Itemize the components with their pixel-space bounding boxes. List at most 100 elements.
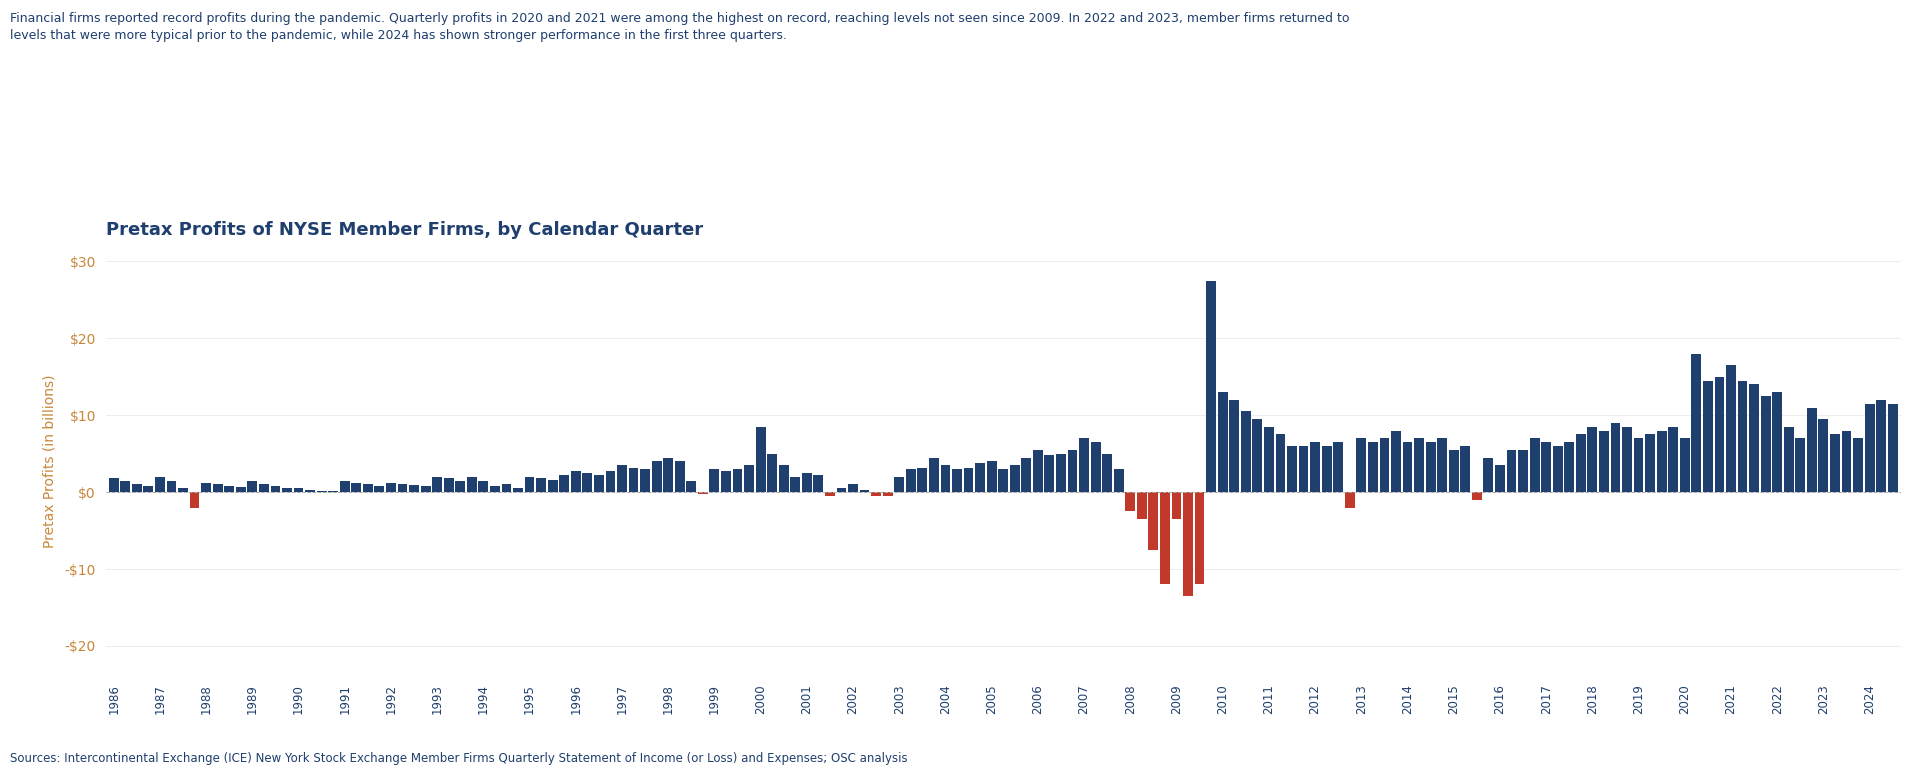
Bar bbox=[340, 481, 349, 492]
Bar bbox=[1738, 381, 1747, 492]
Bar bbox=[593, 475, 603, 492]
Bar bbox=[1715, 377, 1724, 492]
Bar bbox=[1645, 434, 1655, 492]
Bar bbox=[1160, 492, 1169, 584]
Bar bbox=[964, 468, 973, 492]
Bar bbox=[1332, 442, 1344, 492]
Bar bbox=[1657, 431, 1667, 492]
Bar bbox=[248, 481, 257, 492]
Bar bbox=[674, 461, 685, 492]
Bar bbox=[1553, 446, 1563, 492]
Bar bbox=[1263, 427, 1273, 492]
Bar bbox=[467, 477, 476, 492]
Bar bbox=[918, 468, 927, 492]
Bar bbox=[814, 475, 824, 492]
Bar bbox=[109, 478, 119, 492]
Bar bbox=[1286, 446, 1296, 492]
Bar bbox=[1367, 442, 1379, 492]
Bar bbox=[305, 490, 315, 492]
Bar bbox=[455, 481, 465, 492]
Bar bbox=[860, 490, 870, 492]
Y-axis label: Pretax Profits (in billions): Pretax Profits (in billions) bbox=[42, 375, 56, 548]
Bar bbox=[1542, 442, 1551, 492]
Bar bbox=[952, 469, 962, 492]
Bar bbox=[1830, 434, 1839, 492]
Bar bbox=[478, 481, 488, 492]
Bar bbox=[1206, 281, 1215, 492]
Bar bbox=[271, 486, 280, 492]
Bar bbox=[317, 491, 326, 492]
Bar bbox=[1530, 438, 1540, 492]
Bar bbox=[282, 488, 292, 492]
Bar bbox=[167, 481, 177, 492]
Bar bbox=[662, 458, 674, 492]
Bar bbox=[1473, 492, 1482, 500]
Bar bbox=[501, 484, 511, 492]
Text: Pretax Profits of NYSE Member Firms, by Calendar Quarter: Pretax Profits of NYSE Member Firms, by … bbox=[106, 221, 703, 239]
Bar bbox=[1217, 392, 1227, 492]
Bar bbox=[975, 463, 985, 492]
Bar bbox=[1876, 400, 1885, 492]
Bar bbox=[1091, 442, 1100, 492]
Bar bbox=[236, 487, 246, 492]
Bar bbox=[144, 486, 154, 492]
Bar bbox=[259, 484, 269, 492]
Bar bbox=[639, 469, 651, 492]
Bar bbox=[616, 465, 628, 492]
Bar bbox=[156, 477, 165, 492]
Bar bbox=[1496, 465, 1505, 492]
Bar bbox=[733, 469, 743, 492]
Bar bbox=[1344, 492, 1356, 508]
Bar bbox=[849, 484, 858, 492]
Bar bbox=[1588, 427, 1597, 492]
Bar bbox=[768, 454, 778, 492]
Bar bbox=[1703, 381, 1713, 492]
Bar bbox=[826, 492, 835, 496]
Bar bbox=[1599, 431, 1609, 492]
Bar bbox=[1114, 469, 1123, 492]
Bar bbox=[1356, 438, 1367, 492]
Bar bbox=[722, 471, 732, 492]
Bar bbox=[1438, 438, 1448, 492]
Bar bbox=[536, 478, 545, 492]
Bar bbox=[1749, 384, 1759, 492]
Bar bbox=[1033, 450, 1043, 492]
Bar bbox=[1784, 427, 1793, 492]
Bar bbox=[1622, 427, 1632, 492]
Bar bbox=[837, 488, 847, 492]
Bar bbox=[351, 483, 361, 492]
Bar bbox=[1818, 419, 1828, 492]
Bar bbox=[1309, 442, 1321, 492]
Bar bbox=[1841, 431, 1851, 492]
Bar bbox=[513, 488, 522, 492]
Bar bbox=[213, 484, 223, 492]
Bar bbox=[1507, 450, 1517, 492]
Bar bbox=[1519, 450, 1528, 492]
Bar bbox=[1668, 427, 1678, 492]
Bar bbox=[1427, 442, 1436, 492]
Bar bbox=[225, 486, 234, 492]
Bar bbox=[780, 465, 789, 492]
Bar bbox=[1079, 438, 1089, 492]
Bar bbox=[582, 473, 591, 492]
Bar bbox=[1229, 400, 1238, 492]
Bar bbox=[1125, 492, 1135, 511]
Bar bbox=[490, 486, 499, 492]
Bar bbox=[791, 477, 801, 492]
Bar bbox=[1021, 458, 1031, 492]
Bar bbox=[756, 427, 766, 492]
Bar bbox=[1010, 465, 1020, 492]
Bar bbox=[374, 486, 384, 492]
Bar bbox=[559, 475, 568, 492]
Bar bbox=[1565, 442, 1574, 492]
Bar bbox=[710, 469, 720, 492]
Bar bbox=[1392, 431, 1402, 492]
Bar bbox=[1761, 396, 1770, 492]
Bar bbox=[524, 477, 534, 492]
Bar bbox=[1275, 434, 1284, 492]
Bar bbox=[1795, 438, 1805, 492]
Bar bbox=[179, 488, 188, 492]
Bar bbox=[1484, 458, 1494, 492]
Bar bbox=[1298, 446, 1308, 492]
Bar bbox=[1887, 404, 1897, 492]
